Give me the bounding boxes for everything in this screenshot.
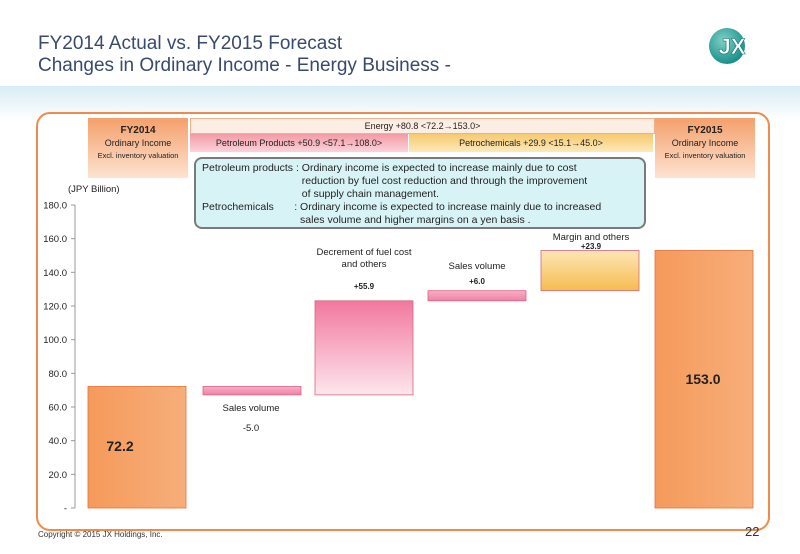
- note-key: Petrochemicals :: [202, 201, 301, 213]
- fy2015-header-line3: Excl. inventory valuation: [664, 151, 746, 160]
- petrochemicals-summary: Petrochemicals +29.9 <15.1→45.0>: [409, 134, 653, 152]
- fy2014-header-title: FY2014: [120, 125, 156, 136]
- note-row: Petroleum products : of supply chain man…: [202, 188, 638, 201]
- waterfall-bar: [202, 386, 302, 396]
- labels-layer: 72.2 Sales volume -5.0 Decrement of fuel co…: [106, 232, 720, 454]
- delta-name-label: Margin and others: [553, 232, 630, 243]
- waterfall-bar: [427, 290, 527, 302]
- waterfall-bar: [314, 300, 414, 396]
- note-row: Petroleum products : reduction by fuel c…: [202, 175, 638, 188]
- note-text: Ordinary income is expected to increase …: [300, 201, 602, 213]
- waterfall-bar: [540, 250, 640, 292]
- y-tick-label: 160.0: [43, 234, 67, 245]
- jx-logo-icon: JX: [709, 28, 746, 64]
- note-text: reduction by fuel cost reduction and thr…: [301, 175, 588, 187]
- y-tick-label: 20.0: [49, 470, 68, 481]
- waterfall-bar: [654, 250, 754, 509]
- y-tick-label: 140.0: [43, 268, 67, 279]
- y-axis: - 20.0 40.0 60.0 80.0 100.0 120.0 140.0 160.0 180…: [43, 184, 119, 515]
- waterfall-bar: [87, 386, 187, 509]
- delta-value-label: +55.9: [354, 282, 375, 291]
- fy2015-header-title: FY2015: [687, 125, 723, 136]
- y-tick-label: 100.0: [43, 335, 67, 346]
- slide-title-line1: FY2014 Actual vs. FY2015 Forecast: [38, 33, 343, 54]
- fy2015-header: FY2015 Ordinary Income Excl. inventory v…: [655, 118, 755, 178]
- fy2014-header-line3: Excl. inventory valuation: [97, 151, 179, 160]
- delta-name-label: and others: [342, 259, 387, 270]
- delta-name-label: Sales volume: [448, 261, 505, 272]
- y-axis-title: (JPY Billion): [68, 184, 120, 195]
- y-tick-label: 40.0: [49, 436, 68, 447]
- delta-value-label: +6.0: [469, 277, 485, 286]
- bars-layer: [87, 250, 754, 509]
- page-number: 22: [745, 524, 760, 539]
- fy2014-header: FY2014 Ordinary Income Excl. inventory v…: [88, 118, 188, 178]
- y-tick-label: 120.0: [43, 302, 67, 313]
- delta-name-label: Decrement of fuel cost: [316, 247, 411, 258]
- delta-value-label: +23.9: [581, 242, 602, 251]
- y-tick-label: 80.0: [49, 369, 68, 380]
- total-value-label: 72.2: [106, 438, 133, 454]
- note-text: of supply chain management.: [301, 188, 439, 200]
- copyright: Copyright © 2015 JX Holdings, Inc.: [38, 530, 163, 539]
- fy2015-header-line2: Ordinary Income: [671, 138, 739, 148]
- total-value-label: 153.0: [685, 371, 720, 387]
- y-tick-label: 180.0: [43, 201, 67, 212]
- note-row: Petrochemicals : sales volume and higher…: [202, 214, 638, 227]
- fy2014-header-line2: Ordinary Income: [104, 138, 172, 148]
- slide-title-line2: Changes in Ordinary Income - Energy Busi…: [38, 55, 451, 76]
- note-row: Petroleum products : Ordinary income is …: [202, 162, 638, 175]
- note-row: Petrochemicals : Ordinary income is expe…: [202, 201, 638, 214]
- y-tick-label: 60.0: [49, 403, 68, 414]
- delta-name-label: Sales volume: [222, 403, 279, 414]
- y-tick-label: -: [64, 504, 67, 515]
- note-text: sales volume and higher margins on a yen…: [300, 214, 531, 226]
- note-text: Ordinary income is expected to increase …: [301, 162, 577, 174]
- note-key: Petroleum products :: [202, 162, 302, 174]
- energy-summary: Energy +80.8 <72.2→153.0>: [190, 118, 655, 134]
- logo-text: JX: [719, 34, 746, 59]
- petroleum-summary: Petroleum Products +50.9 <57.1→108.0>: [190, 134, 408, 152]
- explanation-note: Petroleum products : Ordinary income is …: [194, 157, 646, 229]
- delta-value-label: -5.0: [243, 423, 259, 434]
